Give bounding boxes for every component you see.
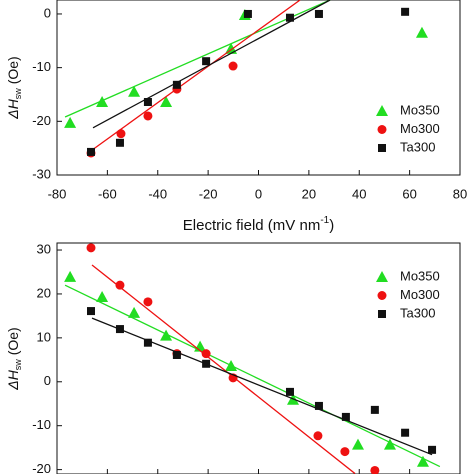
y-tick-label: 10 bbox=[37, 329, 51, 344]
marker-circle bbox=[370, 465, 380, 474]
fit-line bbox=[87, 0, 301, 154]
marker-triangle bbox=[160, 95, 173, 107]
marker-circle bbox=[86, 243, 96, 253]
legend-marker bbox=[377, 125, 387, 134]
y-tick-label: -20 bbox=[32, 113, 51, 128]
marker-circle bbox=[201, 349, 211, 359]
marker-square bbox=[87, 147, 96, 156]
legend-label: Ta300 bbox=[400, 139, 435, 154]
legend-label: Mo300 bbox=[400, 121, 440, 136]
x-tick-label: -20 bbox=[199, 186, 218, 201]
marker-triangle bbox=[225, 359, 238, 371]
marker-triangle bbox=[351, 438, 364, 450]
legend-marker bbox=[378, 310, 386, 318]
x-tick-label: 0 bbox=[255, 186, 262, 201]
marker-circle bbox=[313, 431, 323, 441]
x-label-sup: -1 bbox=[320, 215, 329, 226]
x-label-end: ) bbox=[329, 217, 334, 234]
marker-triangle bbox=[416, 455, 429, 467]
marker-square bbox=[172, 80, 181, 89]
y-tick-label: 0 bbox=[44, 5, 51, 20]
legend-label: Mo300 bbox=[400, 287, 440, 302]
marker-square bbox=[243, 9, 252, 18]
y-tick-label: -30 bbox=[32, 166, 51, 181]
x-tick-label: -60 bbox=[98, 186, 117, 201]
marker-square bbox=[285, 387, 294, 396]
marker-triangle bbox=[160, 329, 173, 341]
marker-circle bbox=[143, 111, 153, 121]
fit-line bbox=[64, 0, 331, 118]
marker-triangle bbox=[64, 270, 77, 282]
marker-square bbox=[401, 428, 410, 437]
legend-marker bbox=[376, 105, 388, 116]
fit-line bbox=[91, 317, 433, 456]
fit-line bbox=[64, 284, 441, 468]
marker-circle bbox=[228, 61, 238, 71]
x-tick-label: 60 bbox=[402, 186, 416, 201]
marker-triangle bbox=[383, 438, 396, 450]
y-label-sub: sw bbox=[13, 359, 23, 371]
fit-line bbox=[92, 0, 331, 129]
legend-label: Mo350 bbox=[400, 268, 440, 283]
marker-square bbox=[143, 97, 152, 106]
y-tick-label: -20 bbox=[32, 461, 51, 474]
y-tick-label: -10 bbox=[32, 417, 51, 432]
marker-circle bbox=[340, 447, 350, 457]
marker-square bbox=[428, 445, 437, 454]
marker-circle bbox=[115, 280, 125, 290]
fit-line bbox=[91, 264, 356, 474]
y-axis-label: ΔHsw (Oe) bbox=[5, 327, 24, 390]
y-label-end: (Oe) bbox=[5, 327, 21, 359]
marker-triangle bbox=[415, 26, 428, 38]
y-tick-label: 0 bbox=[44, 373, 51, 388]
marker-square bbox=[341, 412, 350, 421]
y-tick-label: 30 bbox=[37, 241, 51, 256]
marker-triangle bbox=[96, 291, 109, 303]
marker-triangle bbox=[64, 116, 77, 128]
marker-square bbox=[87, 307, 96, 316]
legend-label: Ta300 bbox=[400, 305, 435, 320]
marker-square bbox=[115, 138, 124, 147]
x-axis-label: Electric field (mV nm-1) bbox=[183, 215, 334, 234]
marker-square bbox=[314, 401, 323, 410]
legend-marker bbox=[378, 144, 386, 152]
y-label-sub: sw bbox=[13, 88, 23, 100]
y-label-end: (Oe) bbox=[5, 56, 21, 88]
marker-square bbox=[401, 7, 410, 16]
x-tick-label: 20 bbox=[302, 186, 316, 201]
y-tick-label: 20 bbox=[37, 285, 51, 300]
marker-triangle bbox=[128, 306, 141, 318]
marker-square bbox=[115, 325, 124, 334]
marker-circle bbox=[116, 129, 126, 139]
legend-marker bbox=[376, 271, 388, 282]
marker-circle bbox=[143, 297, 153, 307]
plot-frame bbox=[56, 242, 461, 474]
y-tick-label: -10 bbox=[32, 59, 51, 74]
y-label-main: ΔH bbox=[5, 98, 21, 119]
x-tick-label: 40 bbox=[352, 186, 366, 201]
legend-marker bbox=[377, 291, 387, 300]
x-tick-label: 80 bbox=[453, 186, 467, 201]
marker-square bbox=[370, 405, 379, 414]
marker-triangle bbox=[96, 95, 109, 107]
y-axis-label: ΔHsw (Oe) bbox=[5, 56, 24, 119]
marker-square bbox=[314, 9, 323, 18]
x-label-main: Electric field (mV nm bbox=[183, 217, 321, 234]
marker-square bbox=[285, 13, 294, 22]
marker-square bbox=[172, 350, 181, 359]
marker-square bbox=[143, 338, 152, 347]
marker-square bbox=[202, 57, 211, 66]
y-label-main: ΔH bbox=[5, 369, 21, 390]
x-tick-label: -80 bbox=[48, 186, 67, 201]
marker-square bbox=[202, 359, 211, 368]
marker-triangle bbox=[128, 85, 141, 97]
x-tick-label: -40 bbox=[148, 186, 167, 201]
legend-label: Mo350 bbox=[400, 102, 440, 117]
